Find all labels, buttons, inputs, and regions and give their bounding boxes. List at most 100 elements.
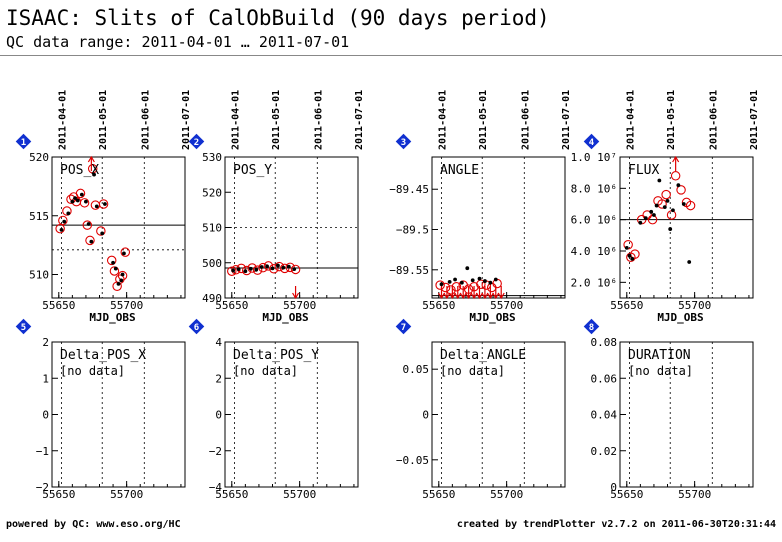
arrow-head: [492, 292, 500, 300]
x-tick-label: 55650: [215, 299, 248, 312]
data-point-black: [281, 265, 286, 270]
data-point-black: [119, 278, 124, 283]
footer-powered-by: powered by QC: www.eso.org/HC: [6, 519, 181, 530]
data-point-red: [263, 261, 274, 271]
data-point-black: [248, 266, 253, 271]
y-tick-label: 510: [29, 269, 49, 282]
arrow-head: [454, 292, 462, 300]
x-axis-label: MJD_OBS: [657, 311, 703, 324]
y-tick-label: 6.0 10⁶: [571, 214, 617, 227]
panel-number-badge: [583, 133, 600, 150]
data-point-black: [665, 198, 670, 203]
plot-frame: [51, 156, 186, 299]
panel-title: POS_Y: [233, 163, 272, 178]
arrow-head: [465, 292, 473, 300]
data-point-red: [476, 279, 486, 290]
y-tick-label: −0.05: [396, 454, 429, 467]
data-point-red: [666, 210, 677, 220]
y-tick-label: 520: [202, 186, 222, 199]
footer-created-by: created by trendPlotter v2.7.2 on 2011-0…: [456, 519, 776, 530]
arrow-head: [470, 292, 478, 300]
data-point-red: [106, 255, 117, 266]
data-point-black: [276, 263, 280, 268]
date-tick-label: 2011-05-01: [98, 90, 109, 150]
panel-number: 7: [401, 323, 406, 333]
data-point-red: [290, 264, 301, 275]
arrow-head: [87, 155, 95, 163]
data-point-black: [627, 253, 632, 258]
panel-duration: 55650 55700 0 0.02 0.04 0.06 0.08 8 DURATION[no …: [583, 318, 754, 501]
data-point-black: [624, 245, 629, 250]
date-tick-label: 2011-06-01: [140, 90, 151, 150]
data-point-red: [440, 282, 451, 293]
y-tick-label: −2: [36, 481, 49, 494]
panel-number: 5: [21, 323, 26, 333]
data-point-black: [79, 192, 84, 197]
data-point-black: [89, 239, 94, 244]
x-tick-label: 55700: [678, 299, 711, 312]
x-tick-label: 55700: [110, 488, 143, 501]
data-point-red: [227, 266, 237, 276]
data-point-black: [657, 178, 662, 183]
panel-number: 4: [589, 138, 595, 148]
data-point-black: [75, 198, 80, 203]
data-point-red: [252, 265, 263, 275]
data-point-black: [113, 266, 118, 271]
x-tick-label: 55700: [283, 488, 316, 501]
arrow-head: [459, 292, 467, 300]
y-tick-label: −2: [209, 445, 222, 458]
panel-title: DURATION: [628, 348, 691, 363]
date-tick-label: 2011-05-01: [478, 90, 489, 150]
data-point-black: [66, 211, 71, 216]
panel-delta-angle: 55650 55700 −0.05 0 0.05 7 Delta_ANGLE[no data…: [395, 318, 566, 501]
panel-number: 2: [194, 138, 199, 148]
arrow-head: [448, 292, 456, 300]
data-point-red: [55, 223, 65, 234]
y-tick-label: 2: [215, 372, 222, 385]
data-point-black: [122, 251, 126, 256]
data-point-black: [292, 267, 297, 271]
x-tick-label: 55650: [42, 299, 75, 312]
data-point-black: [465, 266, 470, 271]
data-point-black: [259, 265, 264, 269]
x-tick-label: 55650: [42, 488, 75, 501]
data-point-black: [483, 279, 487, 283]
data-point-black: [453, 277, 457, 282]
data-point-red: [85, 235, 95, 246]
arrow-head: [475, 292, 484, 300]
data-point-black: [662, 205, 667, 210]
y-tick-label: 0: [422, 409, 429, 422]
arrow-head: [292, 292, 300, 300]
panel-angle: 55650 55700 −89.45 −89.5 −89.55 MJD_OBS 3 ANGLE: [389, 133, 566, 324]
panel-title: Delta_ANGLE: [440, 348, 526, 363]
data-point-black: [654, 203, 659, 208]
data-point-black: [111, 260, 115, 265]
data-point-red: [98, 199, 109, 209]
data-point-red: [469, 281, 479, 292]
arrow-head: [486, 292, 494, 300]
plot-frame: [431, 156, 566, 299]
data-point-black: [488, 280, 493, 285]
data-point-black: [439, 282, 444, 287]
data-point-black: [687, 260, 692, 264]
data-point-red: [58, 215, 68, 226]
data-point-red: [435, 280, 445, 290]
date-tick-label: 2011-04-01: [626, 90, 637, 150]
data-point-black: [459, 280, 464, 285]
no-data-label: [no data]: [628, 364, 693, 378]
y-tick-label: 0: [610, 481, 617, 494]
x-tick-label: 55650: [610, 488, 643, 501]
data-point-black: [493, 277, 498, 282]
y-tick-label: 4: [215, 336, 222, 349]
data-point-black: [70, 199, 75, 204]
data-point-black: [243, 269, 248, 274]
panel-title: Delta_POS_Y: [233, 348, 319, 363]
data-point-red: [670, 171, 681, 181]
data-point-red: [120, 247, 131, 257]
page-subtitle: QC data range: 2011-04-01 … 2011-07-01: [6, 33, 350, 51]
data-point-black: [477, 276, 482, 281]
data-point-black: [100, 231, 105, 236]
arrow-head: [672, 155, 680, 163]
y-tick-label: −89.5: [396, 224, 429, 237]
page-title: ISAAC: Slits of CalObBuild (90 days peri…: [6, 6, 550, 30]
